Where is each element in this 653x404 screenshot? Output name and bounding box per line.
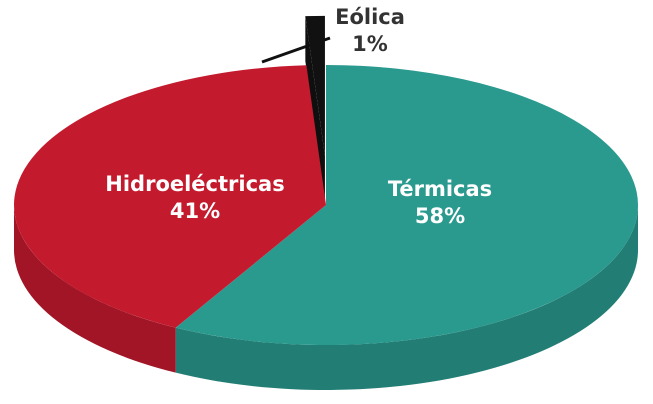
slice-label: Hidroeléctricas: [105, 172, 284, 196]
slice-side: [175, 205, 638, 390]
slice-label: Eólica: [335, 5, 405, 29]
value-label: 1%: [352, 32, 388, 56]
value-label: 41%: [170, 199, 220, 223]
value-label: 58%: [415, 204, 465, 228]
slice-side: [14, 205, 176, 373]
slice: [13, 65, 326, 328]
slice-label: Térmicas: [388, 177, 492, 201]
slice-side: [305, 16, 325, 201]
slice: [305, 15, 325, 156]
slice: [175, 65, 638, 345]
